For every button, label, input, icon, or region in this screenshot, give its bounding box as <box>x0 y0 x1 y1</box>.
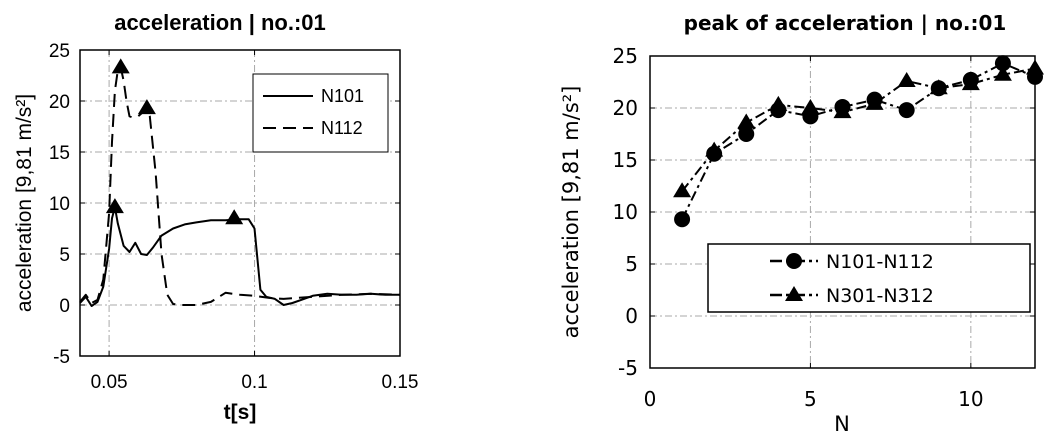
left-legend: N101 N112 <box>252 73 389 153</box>
right-legend: N101-N112 N301-N312 <box>707 243 1031 313</box>
right-y-tick-label: 10 <box>613 200 638 224</box>
right-y-tick-label: 5 <box>625 252 638 276</box>
right-y-tick-label: 15 <box>613 148 638 172</box>
right-ticks <box>649 55 1035 369</box>
left-x-axis-label: t[s] <box>224 401 257 424</box>
left-peak-marker-n101 <box>225 209 244 225</box>
left-y-tick-label: -5 <box>53 347 70 368</box>
left-y-tick-label: 15 <box>49 143 70 164</box>
left-peak-marker-n101 <box>105 198 124 214</box>
left-y-tick-label: 5 <box>59 245 70 266</box>
right-y-axis-label: acceleration [9,81 m/s²] <box>559 86 583 339</box>
right-x-axis-label: N <box>834 412 850 436</box>
right-triangle-marker <box>897 71 916 87</box>
right-circle-marker <box>674 211 691 228</box>
left-series-line-n112 <box>79 66 401 306</box>
right-series <box>673 55 1044 228</box>
right-y-tick-labels: -5 0 5 10 15 20 25 <box>613 44 638 380</box>
right-triangle-marker <box>993 65 1012 81</box>
left-x-tick-label: 0.1 <box>241 372 267 393</box>
left-peak-marker-n112 <box>111 58 130 74</box>
right-x-tick-label: 10 <box>958 387 983 411</box>
right-legend-box <box>707 243 1031 313</box>
left-chart-title: acceleration | no.:01 <box>114 10 326 35</box>
right-y-tick-label: 25 <box>613 44 638 68</box>
right-y-tick-label: 20 <box>613 96 638 120</box>
right-circle-marker <box>738 126 755 142</box>
left-y-tick-label: 10 <box>49 194 70 215</box>
left-y-tick-label: 0 <box>59 296 70 317</box>
right-circle-marker <box>994 55 1011 72</box>
right-x-tick-label: 0 <box>644 387 657 411</box>
right-triangle-marker <box>705 141 724 157</box>
left-y-axis-label: acceleration [9,81 m/s²] <box>13 94 36 312</box>
right-chart-title: peak of acceleration | no.:01 <box>684 11 1007 35</box>
right-triangle-marker <box>737 113 756 129</box>
left-y-tick-label: 20 <box>49 92 70 113</box>
right-triangle-marker <box>833 103 852 119</box>
left-series-line-n101 <box>79 206 400 307</box>
left-legend-label-n112: N112 <box>321 118 363 138</box>
right-triangle-marker <box>801 99 820 114</box>
left-series <box>79 58 401 307</box>
right-triangle-marker <box>929 79 948 95</box>
left-legend-label-n101: N101 <box>321 86 364 106</box>
right-circle-marker <box>898 102 915 119</box>
right-x-tick-label: 5 <box>804 387 817 411</box>
right-legend-label-1: N101-N112 <box>826 251 934 273</box>
right-triangle-marker <box>673 182 692 198</box>
right-legend-label-2: N301-N312 <box>826 285 934 307</box>
right-chart: peak of acceleration | no.:01 -505101520… <box>559 11 1044 436</box>
left-y-tick-label: 25 <box>49 41 70 62</box>
right-y-tick-label: -5 <box>618 356 638 380</box>
left-x-tick-labels: 0.05 0.1 0.15 <box>91 372 419 393</box>
right-triangle-marker <box>769 95 788 111</box>
right-series-line-1 <box>681 62 1036 220</box>
left-y-tick-labels: -5 0 5 10 15 20 25 <box>49 41 70 368</box>
right-legend-circle-marker <box>786 253 802 269</box>
left-x-tick-label: 0.15 <box>382 372 419 393</box>
right-series-line-2 <box>681 67 1036 192</box>
right-y-tick-label: 0 <box>625 304 638 328</box>
right-x-tick-labels: 0 5 10 <box>644 387 984 411</box>
left-peak-marker-n112 <box>137 99 156 115</box>
right-legend-triangle-marker <box>785 286 803 301</box>
right-triangle-marker <box>961 75 980 91</box>
right-triangle-marker <box>865 94 884 110</box>
left-ticks <box>80 49 401 357</box>
left-legend-box <box>252 73 389 153</box>
left-x-tick-label: 0.05 <box>91 372 128 393</box>
